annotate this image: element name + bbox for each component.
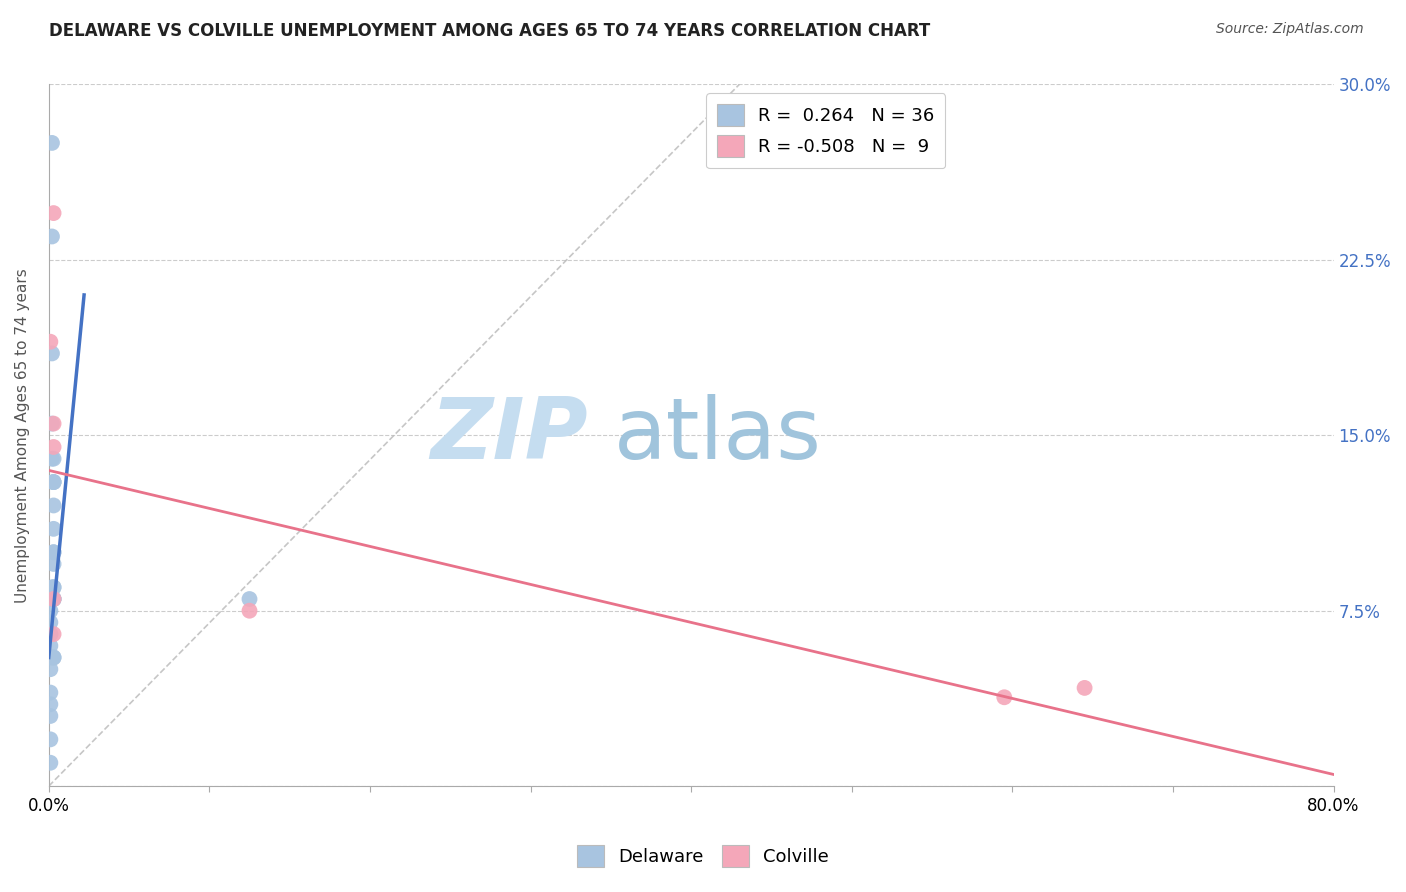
Point xyxy=(39,685,62,699)
Point xyxy=(39,334,62,349)
Point xyxy=(42,627,65,641)
Point xyxy=(39,650,62,665)
Point xyxy=(42,580,65,594)
Text: DELAWARE VS COLVILLE UNEMPLOYMENT AMONG AGES 65 TO 74 YEARS CORRELATION CHART: DELAWARE VS COLVILLE UNEMPLOYMENT AMONG … xyxy=(49,22,931,40)
Point xyxy=(39,592,62,607)
Point xyxy=(42,650,65,665)
Point xyxy=(41,229,63,244)
Point xyxy=(39,732,62,747)
Point xyxy=(238,592,260,607)
Point xyxy=(41,346,63,360)
Point xyxy=(42,545,65,559)
Point xyxy=(42,580,65,594)
Point xyxy=(39,615,62,630)
Point xyxy=(42,592,65,607)
Y-axis label: Unemployment Among Ages 65 to 74 years: Unemployment Among Ages 65 to 74 years xyxy=(15,268,30,603)
Point xyxy=(42,206,65,220)
Point xyxy=(42,440,65,454)
Point xyxy=(41,136,63,150)
Point xyxy=(42,545,65,559)
Point xyxy=(42,475,65,489)
Point xyxy=(39,709,62,723)
Point xyxy=(42,451,65,466)
Point xyxy=(42,475,65,489)
Point xyxy=(41,451,63,466)
Point xyxy=(42,650,65,665)
Text: ZIP: ZIP xyxy=(430,393,588,477)
Point xyxy=(42,417,65,431)
Point xyxy=(39,756,62,770)
Point xyxy=(42,592,65,607)
Point xyxy=(42,557,65,571)
Point xyxy=(42,499,65,513)
Point xyxy=(39,627,62,641)
Point xyxy=(39,698,62,712)
Point xyxy=(42,522,65,536)
Point xyxy=(39,627,62,641)
Point xyxy=(39,662,62,676)
Text: atlas: atlas xyxy=(614,393,823,477)
Point xyxy=(39,639,62,653)
Legend: Delaware, Colville: Delaware, Colville xyxy=(569,838,837,874)
Point xyxy=(42,592,65,607)
Text: Source: ZipAtlas.com: Source: ZipAtlas.com xyxy=(1216,22,1364,37)
Point xyxy=(238,604,260,618)
Point xyxy=(39,604,62,618)
Point xyxy=(41,417,63,431)
Point xyxy=(1073,681,1095,695)
Point xyxy=(42,592,65,607)
Point xyxy=(41,580,63,594)
Point xyxy=(993,690,1015,705)
Legend: R =  0.264   N = 36, R = -0.508   N =  9: R = 0.264 N = 36, R = -0.508 N = 9 xyxy=(706,94,945,169)
Point xyxy=(42,475,65,489)
